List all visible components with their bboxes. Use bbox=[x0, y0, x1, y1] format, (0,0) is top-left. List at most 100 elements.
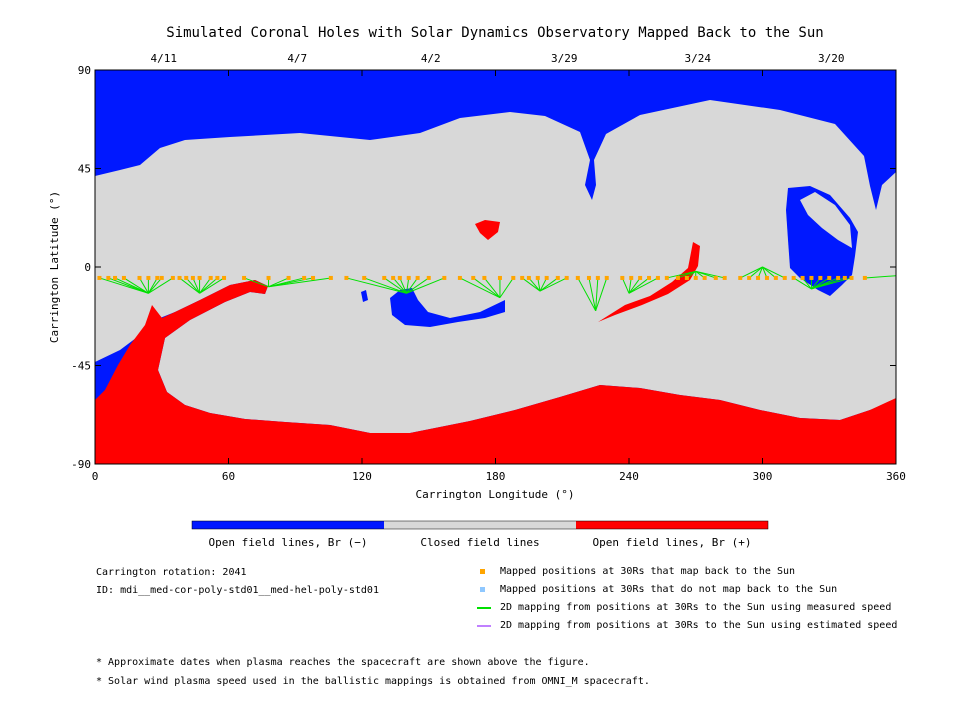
mapped-point bbox=[764, 275, 769, 280]
mapping-line bbox=[364, 277, 407, 294]
legend-label: Mapped positions at 30Rs that do not map… bbox=[500, 584, 838, 595]
mapped-point bbox=[266, 275, 271, 280]
mapping-line bbox=[628, 277, 641, 294]
mapped-point bbox=[328, 275, 333, 280]
mapped-point bbox=[382, 275, 387, 280]
colorbar-label: Open field lines, Br (+) bbox=[593, 536, 752, 549]
mapped-point bbox=[526, 275, 531, 280]
mapping-line bbox=[762, 266, 785, 279]
colorbar-frame bbox=[191, 520, 769, 530]
mapped-point bbox=[286, 275, 291, 280]
colorbar-label: Closed field lines bbox=[420, 536, 539, 549]
top-date-label: 4/11 bbox=[151, 52, 178, 65]
legend-square-swatch bbox=[480, 587, 485, 592]
mapped-point bbox=[564, 275, 569, 280]
mapping-line bbox=[537, 277, 541, 292]
mapped-point bbox=[511, 275, 516, 280]
mapping-line bbox=[185, 277, 200, 294]
mapped-point bbox=[242, 275, 247, 280]
mapping-line bbox=[406, 277, 430, 294]
mapped-point bbox=[471, 275, 476, 280]
legend-line-swatch bbox=[477, 624, 491, 627]
mapping-line bbox=[399, 277, 407, 294]
legend-item: Mapped positions at 30Rs that map back t… bbox=[477, 566, 795, 577]
mapped-point bbox=[638, 275, 643, 280]
mapped-point bbox=[647, 275, 652, 280]
mapping-line bbox=[588, 277, 597, 311]
mapped-point bbox=[302, 275, 307, 280]
mapped-point bbox=[184, 275, 189, 280]
mapped-point bbox=[97, 275, 102, 280]
top-date-label: 3/24 bbox=[685, 52, 712, 65]
mapped-point bbox=[862, 275, 867, 280]
mapping-line bbox=[539, 277, 548, 292]
mapped-point bbox=[177, 275, 182, 280]
mapping-line bbox=[762, 266, 777, 279]
mapping-line bbox=[199, 277, 212, 294]
mapped-point bbox=[738, 275, 743, 280]
mapping-line bbox=[383, 277, 407, 294]
mapped-point bbox=[170, 275, 175, 280]
mapping-line bbox=[392, 277, 407, 294]
mapped-point bbox=[544, 275, 549, 280]
carrington-rotation-text: Carrington rotation: 2041 bbox=[96, 567, 247, 578]
mapped-point bbox=[555, 275, 560, 280]
top-date-labels: 4/11 4/7 4/2 3/29 3/24 3/20 bbox=[151, 52, 845, 65]
top-date-label: 4/7 bbox=[287, 52, 307, 65]
mapped-point bbox=[773, 275, 778, 280]
x-tick-label: 240 bbox=[619, 470, 639, 483]
mapped-point bbox=[197, 275, 202, 280]
mapped-point bbox=[406, 275, 411, 280]
legend-item: 2D mapping from positions at 30Rs to the… bbox=[477, 602, 891, 613]
mapping-line bbox=[528, 277, 541, 292]
colorbar-segment bbox=[384, 521, 576, 529]
mapped-positions bbox=[97, 275, 867, 280]
mapped-point bbox=[791, 275, 796, 280]
legend-item: Mapped positions at 30Rs that do not map… bbox=[477, 584, 837, 595]
legend-item: 2D mapping from positions at 30Rs to the… bbox=[477, 620, 897, 631]
open-positive-patch bbox=[475, 220, 500, 240]
mapping-line bbox=[148, 277, 174, 294]
y-axis-label: Carrington Latitude (°) bbox=[48, 191, 61, 343]
open-negative-south-pocket bbox=[390, 288, 505, 327]
mapping-line bbox=[268, 277, 289, 288]
mapped-point bbox=[215, 275, 220, 280]
y-tick-label: 0 bbox=[84, 261, 91, 274]
mapping-line bbox=[459, 277, 501, 299]
y-tick-label: 90 bbox=[78, 64, 91, 77]
y-tick-label: 45 bbox=[78, 163, 91, 176]
mapped-point bbox=[344, 275, 349, 280]
mapped-point bbox=[595, 275, 600, 280]
mapping-line bbox=[628, 277, 632, 294]
mapped-point bbox=[155, 275, 160, 280]
mapping-line bbox=[243, 277, 269, 288]
mapped-point bbox=[362, 275, 367, 280]
mapped-point bbox=[629, 275, 634, 280]
mapping-line bbox=[179, 277, 200, 294]
mapping-line bbox=[595, 277, 599, 311]
mapped-point bbox=[415, 275, 420, 280]
coronal-hole-map bbox=[94, 69, 897, 465]
mapped-point bbox=[675, 275, 680, 280]
mapped-point bbox=[442, 275, 447, 280]
mapped-point bbox=[106, 275, 111, 280]
mapping-line bbox=[346, 277, 407, 294]
colorbar-segment bbox=[192, 521, 384, 529]
mapping-line bbox=[406, 277, 419, 294]
mapping-line bbox=[793, 277, 812, 290]
model-id-text: ID: mdi__med-cor-poly-std01__med-hel-pol… bbox=[96, 585, 379, 596]
mapped-point bbox=[842, 275, 847, 280]
mapping-line bbox=[499, 277, 514, 298]
mapped-point bbox=[391, 275, 396, 280]
mapping-line bbox=[621, 277, 630, 294]
mapped-point bbox=[849, 275, 854, 280]
legend-line-swatch bbox=[477, 606, 491, 609]
mapping-line bbox=[864, 275, 897, 279]
mapped-point bbox=[520, 275, 525, 280]
top-date-label: 4/2 bbox=[421, 52, 441, 65]
x-axis-label: Carrington Longitude (°) bbox=[416, 488, 575, 501]
mapping-line bbox=[123, 277, 149, 294]
mapping-line bbox=[539, 277, 567, 292]
mapped-point bbox=[702, 275, 707, 280]
mapped-point bbox=[482, 275, 487, 280]
